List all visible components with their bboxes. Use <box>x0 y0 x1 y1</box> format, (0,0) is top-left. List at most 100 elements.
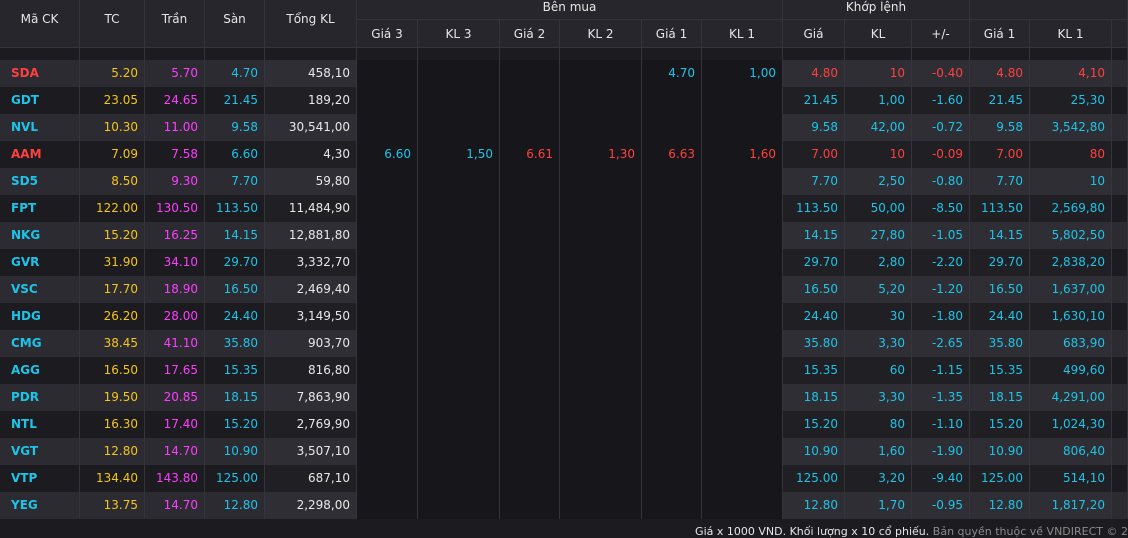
bid-volume-3 <box>418 492 500 519</box>
bid-volume-2 <box>560 195 642 222</box>
price-change: -1.10 <box>912 411 970 438</box>
match-price: 16.50 <box>783 276 845 303</box>
price-change: -0.72 <box>912 114 970 141</box>
ref-price: 17.70 <box>80 276 145 303</box>
bid-price-1 <box>642 222 702 249</box>
ceiling-price: 24.65 <box>145 87 205 114</box>
match-price: 15.35 <box>783 357 845 384</box>
bid-volume-1 <box>702 492 783 519</box>
ask-volume-1: 1,637,00 <box>1030 276 1112 303</box>
bid-volume-2 <box>560 330 642 357</box>
price-change: -0.40 <box>912 60 970 87</box>
bid-volume-1 <box>702 276 783 303</box>
total-volume: 816,80 <box>265 357 357 384</box>
row-strip <box>357 48 418 60</box>
ticker: SDA <box>0 60 80 87</box>
bid-price-2 <box>500 222 560 249</box>
ask-volume-1: 25,30 <box>1030 87 1112 114</box>
total-volume: 3,149,50 <box>265 303 357 330</box>
ticker: VGT <box>0 438 80 465</box>
match-price: 125.00 <box>783 465 845 492</box>
ticker: VSC <box>0 276 80 303</box>
bid-price-2: 6.61 <box>500 141 560 168</box>
ask-price-1: 29.70 <box>970 249 1030 276</box>
ref-price: 7.09 <box>80 141 145 168</box>
bid-volume-2 <box>560 357 642 384</box>
row-filler <box>1112 168 1128 195</box>
bid-volume-2 <box>560 168 642 195</box>
ref-price: 122.00 <box>80 195 145 222</box>
row-strip <box>970 48 1030 60</box>
total-volume: 2,469,40 <box>265 276 357 303</box>
ceiling-price: 11.00 <box>145 114 205 141</box>
ceiling-price: 41.10 <box>145 330 205 357</box>
floor-price: 35.80 <box>205 330 265 357</box>
total-volume: 4,30 <box>265 141 357 168</box>
match-volume: 1,70 <box>845 492 912 519</box>
row-filler <box>1112 357 1128 384</box>
ask-price-1: 125.00 <box>970 465 1030 492</box>
ticker: NVL <box>0 114 80 141</box>
bid-price-1 <box>642 492 702 519</box>
ask-price-1: 15.35 <box>970 357 1030 384</box>
bid-price-3 <box>357 249 418 276</box>
row-filler <box>1112 276 1128 303</box>
bid-price-3 <box>357 222 418 249</box>
bid-volume-1: 1,00 <box>702 60 783 87</box>
bid-price-1 <box>642 384 702 411</box>
price-change: -0.95 <box>912 492 970 519</box>
bid-price-2 <box>500 465 560 492</box>
ceiling-price: 28.00 <box>145 303 205 330</box>
price-change: -8.50 <box>912 195 970 222</box>
ask-volume-1: 806,40 <box>1030 438 1112 465</box>
price-change: -1.90 <box>912 438 970 465</box>
bid-price-1 <box>642 276 702 303</box>
row-strip <box>560 48 642 60</box>
ceiling-price: 143.80 <box>145 465 205 492</box>
bid-volume-3: 1,50 <box>418 141 500 168</box>
row-strip <box>912 48 970 60</box>
ceiling-price: 16.25 <box>145 222 205 249</box>
column-header: Giá 2 <box>500 20 560 48</box>
ticker: NTL <box>0 411 80 438</box>
ref-price: 134.40 <box>80 465 145 492</box>
group-header <box>970 0 1128 20</box>
row-strip <box>80 48 145 60</box>
bid-price-1: 4.70 <box>642 60 702 87</box>
row-filler <box>1112 249 1128 276</box>
ask-price-1: 4.80 <box>970 60 1030 87</box>
ceiling-price: 7.58 <box>145 141 205 168</box>
price-change: -1.60 <box>912 87 970 114</box>
ref-price: 16.30 <box>80 411 145 438</box>
match-price: 7.00 <box>783 141 845 168</box>
row-strip <box>1030 48 1112 60</box>
row-filler <box>1112 60 1128 87</box>
ask-volume-1: 683,90 <box>1030 330 1112 357</box>
row-filler <box>1112 330 1128 357</box>
bid-price-1 <box>642 249 702 276</box>
match-volume: 3,30 <box>845 330 912 357</box>
bid-volume-2 <box>560 114 642 141</box>
bid-volume-1 <box>702 438 783 465</box>
row-filler <box>1112 303 1128 330</box>
bid-price-2 <box>500 303 560 330</box>
row-filler <box>1112 222 1128 249</box>
ticker: GDT <box>0 87 80 114</box>
bid-volume-1: 1,60 <box>702 141 783 168</box>
price-change: -0.09 <box>912 141 970 168</box>
bid-price-2 <box>500 168 560 195</box>
column-header: KL 1 <box>1030 20 1112 48</box>
bid-volume-3 <box>418 330 500 357</box>
total-volume: 7,863,90 <box>265 384 357 411</box>
total-volume: 687,10 <box>265 465 357 492</box>
price-change: -1.05 <box>912 222 970 249</box>
ask-price-1: 24.40 <box>970 303 1030 330</box>
column-header: Giá 1 <box>970 20 1030 48</box>
ask-volume-1: 499,60 <box>1030 357 1112 384</box>
price-change: -1.20 <box>912 276 970 303</box>
bid-volume-3 <box>418 384 500 411</box>
column-header: Tổng KL <box>265 0 357 48</box>
ask-volume-1: 1,630,10 <box>1030 303 1112 330</box>
ask-volume-1: 3,542,80 <box>1030 114 1112 141</box>
row-strip <box>500 48 560 60</box>
